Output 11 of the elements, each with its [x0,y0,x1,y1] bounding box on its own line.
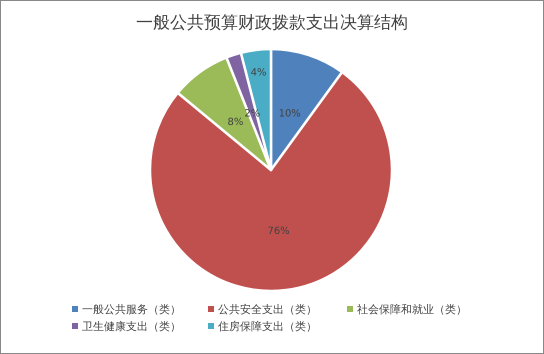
data-label: 4% [250,68,266,79]
legend-label: 一般公共服务（类） [82,303,181,316]
data-label: 76% [267,226,290,238]
data-label: 8% [228,117,244,128]
data-label: 2% [244,108,260,120]
legend-label: 住房保障支出（类） [218,320,317,333]
legend-label: 公共安全支出（类） [218,303,317,316]
chart-title: 一般公共预算财政拨款支出决算结构 [136,13,408,33]
data-label: 10% [278,108,301,120]
legend-label: 卫生健康支出（类） [82,320,181,333]
legend-label: 社会保障和就业（类） [357,303,467,316]
